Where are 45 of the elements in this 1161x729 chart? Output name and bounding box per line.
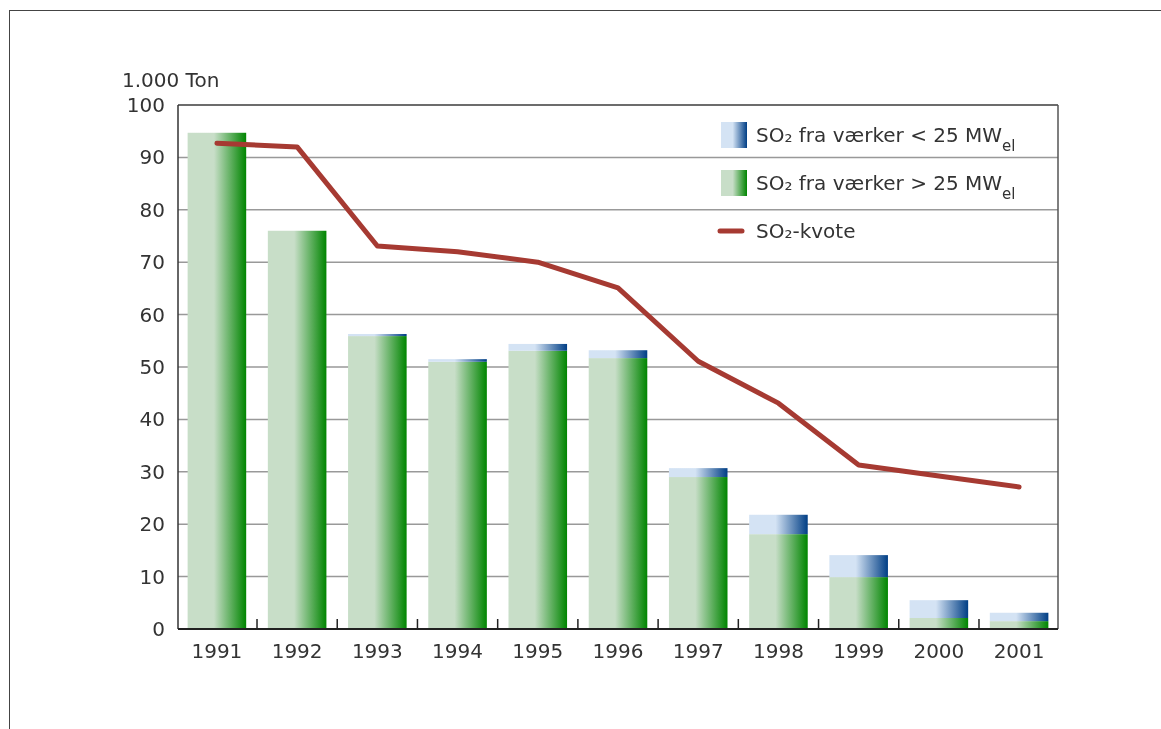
x-tick-label: 1998 <box>752 639 804 663</box>
bar <box>909 618 969 629</box>
bar <box>267 230 327 629</box>
y-axis-title: 1.000 Ton <box>122 68 220 92</box>
y-tick-label: 40 <box>139 407 165 432</box>
x-tick-label: 2001 <box>993 639 1045 663</box>
bar <box>348 336 407 629</box>
x-tick-label: 1997 <box>672 639 724 663</box>
bar <box>829 577 888 629</box>
y-tick-label: 100 <box>126 93 165 117</box>
x-tick-label: 1991 <box>191 639 243 663</box>
y-tick-label: 30 <box>139 459 165 484</box>
bar <box>749 534 808 629</box>
y-tick-label: 20 <box>139 512 165 537</box>
bar <box>588 358 648 629</box>
bar <box>668 468 728 478</box>
y-tick-label: 90 <box>139 145 165 170</box>
bar <box>909 600 969 618</box>
bar <box>508 343 568 351</box>
bar <box>428 359 487 362</box>
x-tick-label: 1999 <box>833 639 885 663</box>
y-tick-label: 50 <box>139 355 165 379</box>
x-tick-label: 1995 <box>512 639 564 663</box>
y-tick-label: 80 <box>139 197 165 222</box>
x-tick-label: 1993 <box>351 639 403 663</box>
bar <box>187 132 247 629</box>
y-tick-label: 0 <box>152 617 165 641</box>
bar <box>749 514 808 535</box>
bar <box>829 555 888 578</box>
bar <box>508 350 568 629</box>
x-tick-label: 2000 <box>913 639 965 663</box>
bar <box>588 350 648 359</box>
legend-label: SO₂ fra værker > 25 MW$_{el}$ <box>756 171 1016 203</box>
x-tick-label: 1996 <box>592 639 644 663</box>
bar <box>668 477 728 629</box>
bar <box>989 612 1049 622</box>
bar <box>348 333 407 337</box>
y-tick-label: 70 <box>139 250 165 275</box>
x-tick-label: 1992 <box>271 639 323 663</box>
bar <box>428 361 487 629</box>
y-tick-label: 10 <box>139 564 165 589</box>
legend-label: SO₂-kvote <box>756 219 856 243</box>
legend-label: SO₂ fra værker < 25 MW$_{el}$ <box>756 123 1016 155</box>
x-tick-label: 1994 <box>432 639 484 663</box>
y-tick-label: 60 <box>139 302 165 327</box>
